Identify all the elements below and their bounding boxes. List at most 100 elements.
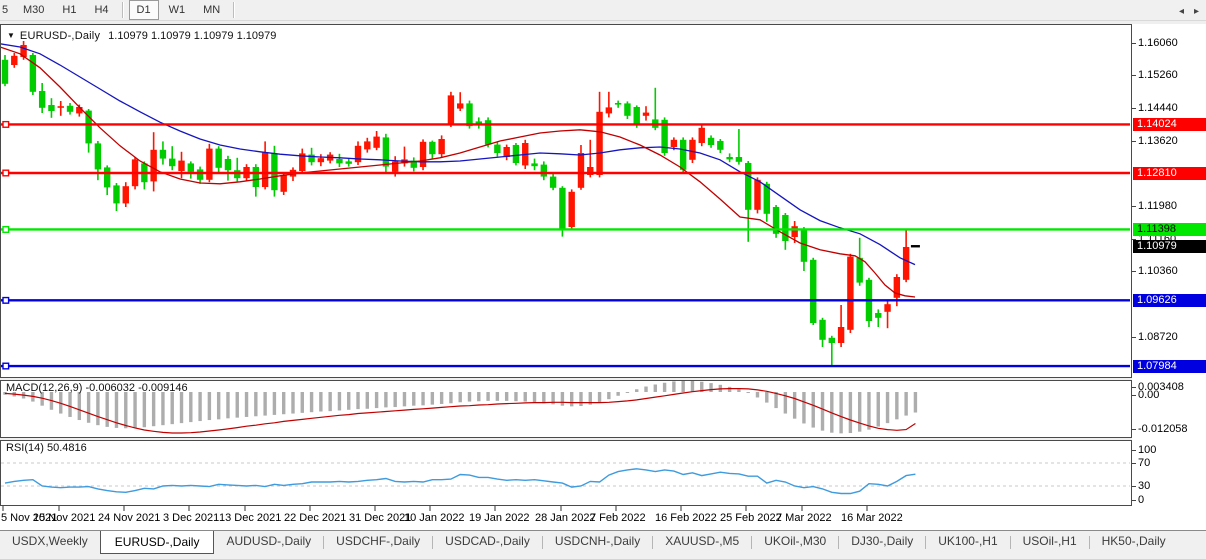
timeframe-button-5[interactable]: 5 <box>2 4 9 16</box>
tab-dj30-daily[interactable]: DJ30-,Daily <box>851 534 914 548</box>
axis-tick-mark <box>1132 271 1136 272</box>
date-axis-label: 10 Jan 2022 <box>404 512 465 524</box>
ma-slow-line <box>1 43 916 266</box>
level-price-badge: 1.14024 <box>1133 117 1206 131</box>
tab-usoil-h1[interactable]: USOil-,H1 <box>1022 534 1077 548</box>
date-axis-label: 19 Jan 2022 <box>469 512 530 524</box>
axis-tick-mark <box>1132 500 1136 501</box>
timeframe-button-m30[interactable]: M30 <box>23 4 45 16</box>
tab-separator <box>838 536 840 549</box>
price-tick-label: 1.16060 <box>1138 37 1178 49</box>
tab-scroll-left-icon[interactable]: ◂ <box>1178 6 1185 17</box>
date-axis-label: 13 Dec 2021 <box>219 512 282 524</box>
tab-xauusd-m5[interactable]: XAUUSD-,M5 <box>665 534 740 548</box>
level-handle <box>2 169 10 177</box>
tab-separator <box>432 536 434 549</box>
date-axis-label: 7 Feb 2022 <box>590 512 646 524</box>
tab-eurusd-daily[interactable]: EURUSD-,Daily <box>99 531 215 554</box>
rsi-pane[interactable] <box>0 440 1132 506</box>
axis-tick-mark <box>1132 140 1136 142</box>
macd-label: MACD(12,26,9) -0.006032 -0.009146 <box>6 382 188 394</box>
macd-layer <box>3 381 918 434</box>
price-axis: 1.160601.152601.144401.136201.119801.111… <box>1132 24 1206 531</box>
timeframe-button-h1[interactable]: H1 <box>62 4 77 16</box>
candlestick-layer <box>1 41 1130 370</box>
tab-separator <box>751 536 753 549</box>
level-price-badge: 1.12810 <box>1133 166 1206 180</box>
date-axis-label: 31 Dec 2021 <box>349 512 412 524</box>
tab-separator <box>652 536 654 549</box>
date-axis-label: 28 Jan 2022 <box>535 512 596 524</box>
price-tick-label: 1.15260 <box>1138 69 1178 81</box>
axis-tick-mark <box>1132 463 1136 464</box>
tab-usdx-weekly[interactable]: USDX,Weekly <box>12 534 88 548</box>
current-price-badge: 1.10979 <box>1133 239 1206 253</box>
axis-tick-mark <box>1132 107 1136 109</box>
axis-tick-mark <box>1132 395 1136 396</box>
rsi-tick-label: 70 <box>1138 457 1151 469</box>
rsi-layer <box>1 462 1130 495</box>
date-axis-label: 7 Mar 2022 <box>776 512 832 524</box>
level-price-badge: 1.07984 <box>1133 359 1206 373</box>
toolbar-separator <box>233 2 236 18</box>
tab-ukoil-m30[interactable]: UKOil-,M30 <box>764 534 827 548</box>
tab-usdcad-daily[interactable]: USDCAD-,Daily <box>445 534 530 548</box>
level-price-badge: 1.11398 <box>1133 222 1206 236</box>
axis-tick-mark <box>1132 486 1136 487</box>
level-handle <box>2 225 10 233</box>
macd-pane[interactable] <box>0 380 1132 438</box>
price-tick-label: 1.13620 <box>1138 134 1178 147</box>
current-bar-marker <box>910 245 920 248</box>
tab-audusd-daily[interactable]: AUDUSD-,Daily <box>226 534 312 548</box>
timeframe-button-h4[interactable]: H4 <box>94 4 109 16</box>
axis-tick-mark <box>1132 450 1136 451</box>
rsi-tick-label: 100 <box>1138 444 1157 456</box>
timeframe-button-w1[interactable]: W1 <box>168 4 186 16</box>
level-price-badge: 1.09626 <box>1133 293 1206 307</box>
macd-signal-line <box>4 388 916 434</box>
axis-tick-mark <box>1132 75 1136 76</box>
chart-tab-bar: USDX,Weekly EURUSD-,Daily AUDUSD-,Daily USD… <box>0 530 1206 559</box>
date-axis-label: 25 Feb 2022 <box>720 512 782 524</box>
timeframe-button-d1[interactable]: D1 <box>128 0 159 20</box>
axis-tick-mark <box>1132 239 1136 240</box>
toolbar-separator <box>121 2 124 18</box>
date-axis-label: 15 Nov 2021 <box>33 512 96 524</box>
chart-title: ▼ EURUSD-,Daily 1.10979 1.10979 1.10979 1.… <box>7 30 276 42</box>
tab-uk100-h1[interactable]: UK100-,H1 <box>938 534 998 548</box>
main-chart-pane[interactable] <box>0 24 1132 378</box>
rsi-tick-label: 30 <box>1138 480 1151 492</box>
price-tick-label: 1.08720 <box>1138 330 1178 343</box>
axis-tick-mark <box>1132 43 1136 44</box>
tab-separator <box>541 536 543 549</box>
timeframe-toolbar: 5 M30 H1 H4 D1 W1 MN <box>0 0 1206 21</box>
tab-scroll-right-icon[interactable]: ▸ <box>1193 6 1200 17</box>
date-axis-label: 3 Dec 2021 <box>163 512 220 524</box>
axis-tick-mark <box>1132 336 1136 338</box>
tab-usdcnh-daily[interactable]: USDCNH-,Daily <box>554 534 641 548</box>
tab-hk50-daily[interactable]: HK50-,Daily <box>1101 534 1166 548</box>
rsi-label: RSI(14) 50.4816 <box>6 442 87 454</box>
date-axis-label: 16 Feb 2022 <box>655 512 717 524</box>
rsi-tick-label: 0 <box>1138 494 1145 506</box>
chart-ohlc-values: 1.10979 1.10979 1.10979 1.10979 <box>108 30 277 42</box>
level-handle <box>2 120 10 128</box>
axis-tick-mark <box>1132 387 1136 388</box>
tab-separator <box>925 536 927 549</box>
rsi-value: 50.4816 <box>46 442 87 454</box>
date-axis-label: 24 Nov 2021 <box>98 512 161 524</box>
axis-tick-mark <box>1132 429 1136 430</box>
tab-separator <box>1088 536 1090 549</box>
price-tick-label: 1.10360 <box>1138 265 1178 277</box>
date-axis-label: 16 Mar 2022 <box>841 512 903 524</box>
rsi-line <box>4 468 916 495</box>
level-handle <box>2 296 10 304</box>
level-handle <box>2 362 10 370</box>
macd-tick-label: -0.012058 <box>1138 423 1188 435</box>
tab-usdchf-daily[interactable]: USDCHF-,Daily <box>336 534 421 548</box>
date-axis-label: 22 Dec 2021 <box>284 512 347 524</box>
tab-separator <box>1009 536 1011 549</box>
timeframe-button-mn[interactable]: MN <box>203 4 221 16</box>
price-tick-label: 1.14440 <box>1138 101 1178 114</box>
